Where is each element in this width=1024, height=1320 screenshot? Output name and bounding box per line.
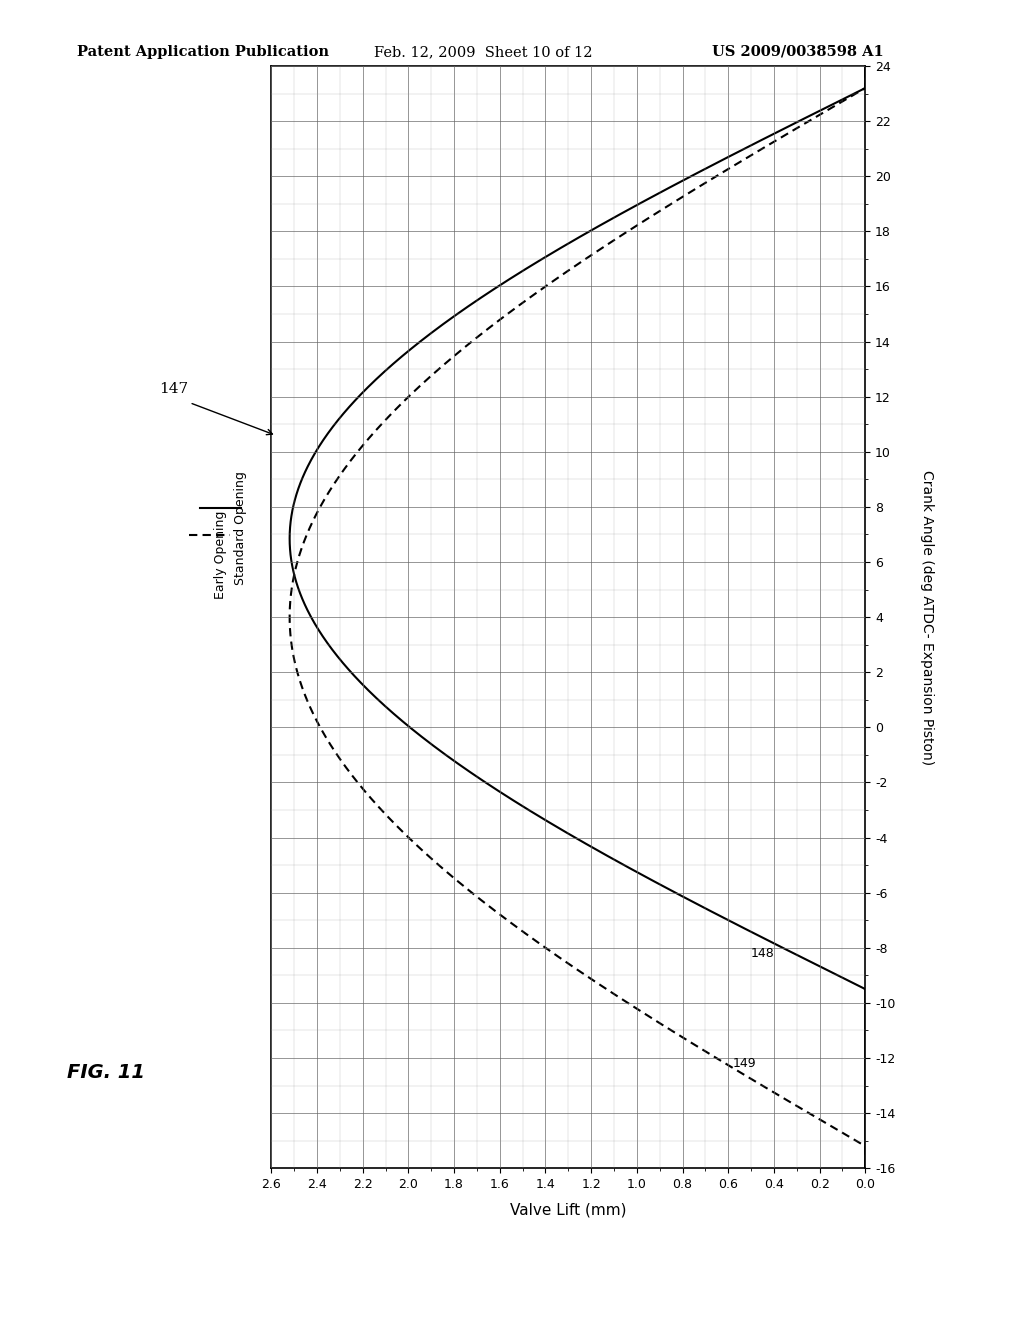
- Y-axis label: Crank Angle (deg ATDC- Expansion Piston): Crank Angle (deg ATDC- Expansion Piston): [921, 470, 934, 764]
- Text: 147: 147: [159, 383, 187, 396]
- Text: Early Opening: Early Opening: [214, 511, 226, 598]
- Text: 148: 148: [751, 946, 775, 960]
- Text: Standard Opening: Standard Opening: [234, 471, 247, 585]
- X-axis label: Valve Lift (mm): Valve Lift (mm): [510, 1203, 627, 1217]
- Text: Feb. 12, 2009  Sheet 10 of 12: Feb. 12, 2009 Sheet 10 of 12: [374, 45, 592, 59]
- Text: FIG. 11: FIG. 11: [67, 1063, 144, 1081]
- Text: Patent Application Publication: Patent Application Publication: [77, 45, 329, 59]
- Text: US 2009/0038598 A1: US 2009/0038598 A1: [712, 45, 884, 59]
- Text: 149: 149: [733, 1057, 757, 1071]
